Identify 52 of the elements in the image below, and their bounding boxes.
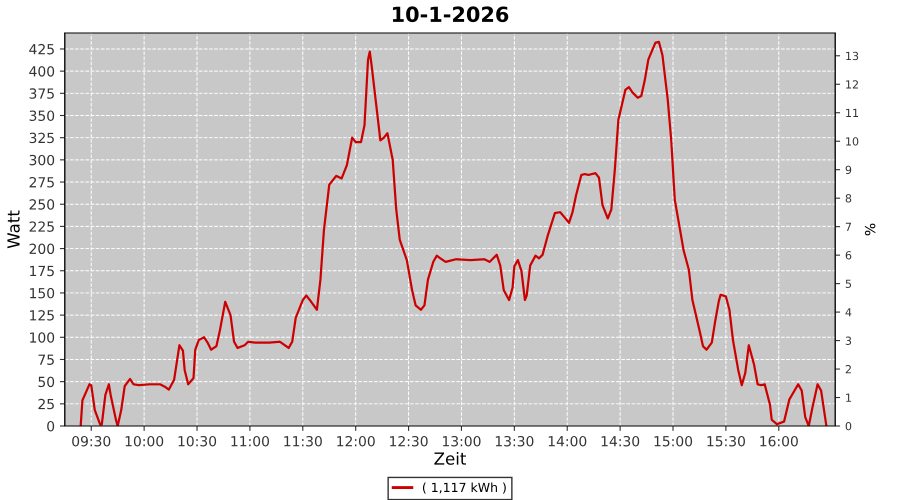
x-tick-label: 10:30 (178, 436, 216, 446)
y-tick-label: 150 (30, 288, 54, 298)
y2-tick-label: 2 (846, 365, 851, 374)
y2-tick-label: 8 (846, 194, 852, 203)
y-tick-label: 75 (38, 354, 54, 365)
y-tick-label: 200 (30, 244, 54, 254)
y2-tick-label: 11 (846, 108, 858, 117)
line-series (80, 40, 828, 426)
y-tick-label: 25 (38, 398, 54, 410)
y-tick-label: 250 (30, 199, 54, 210)
y2-tick-label: 3 (846, 336, 852, 345)
y2-axis-title: % (864, 224, 876, 236)
y-tick-label: 325 (30, 132, 54, 144)
x-tick-label: 13:00 (442, 436, 481, 446)
legend-label: ( 1,117 kWh ) (422, 482, 506, 494)
y-tick-label: 350 (30, 110, 54, 121)
y2-tick-label: 9 (846, 166, 852, 174)
y-tick-label: 300 (30, 154, 54, 166)
y2-tick-label: 0 (846, 422, 852, 430)
x-tick-label: 11:30 (284, 436, 322, 446)
y-tick-label: 275 (30, 177, 54, 188)
x-tick-label: 11:00 (231, 436, 269, 446)
y2-tick-label: 7 (846, 222, 852, 231)
y-tick-label: 125 (30, 310, 54, 321)
y2-tick-label: 6 (846, 251, 852, 260)
x-tick-label: 15:30 (707, 436, 745, 446)
y-axis-title: Watt (7, 210, 20, 248)
y2-tick-label: 4 (845, 308, 852, 316)
x-tick-label: 14:00 (548, 436, 586, 446)
y-tick-label: 400 (29, 66, 54, 77)
y-tick-label: 175 (30, 266, 54, 276)
y-tick-label: 425 (29, 44, 54, 54)
y2-tick-label: 10 (846, 137, 858, 146)
y2-tick-label: 1 (846, 394, 851, 402)
y-tick-label: 100 (30, 332, 54, 343)
x-axis-title: Zeit (434, 452, 466, 465)
x-tick-label: 09:30 (72, 436, 110, 446)
y-tick-label: 50 (38, 376, 54, 388)
y-tick-label: 375 (30, 88, 54, 99)
y-tick-label: 225 (30, 221, 54, 232)
x-tick-label: 16:00 (760, 436, 798, 446)
x-tick-label: 15:00 (654, 436, 692, 446)
x-tick-label: 12:30 (390, 436, 428, 446)
y2-tick-label: 13 (846, 52, 858, 60)
y-tick-label: 0 (47, 420, 54, 432)
x-tick-label: 13:30 (496, 436, 534, 446)
y2-tick-label: 12 (846, 80, 858, 88)
x-tick-label: 10:00 (126, 436, 164, 446)
y2-tick-label: 5 (846, 280, 852, 288)
x-tick-label: 14:30 (602, 436, 640, 446)
x-tick-label: 12:00 (337, 436, 375, 446)
chart-title: 10-1-2026 (392, 6, 508, 22)
